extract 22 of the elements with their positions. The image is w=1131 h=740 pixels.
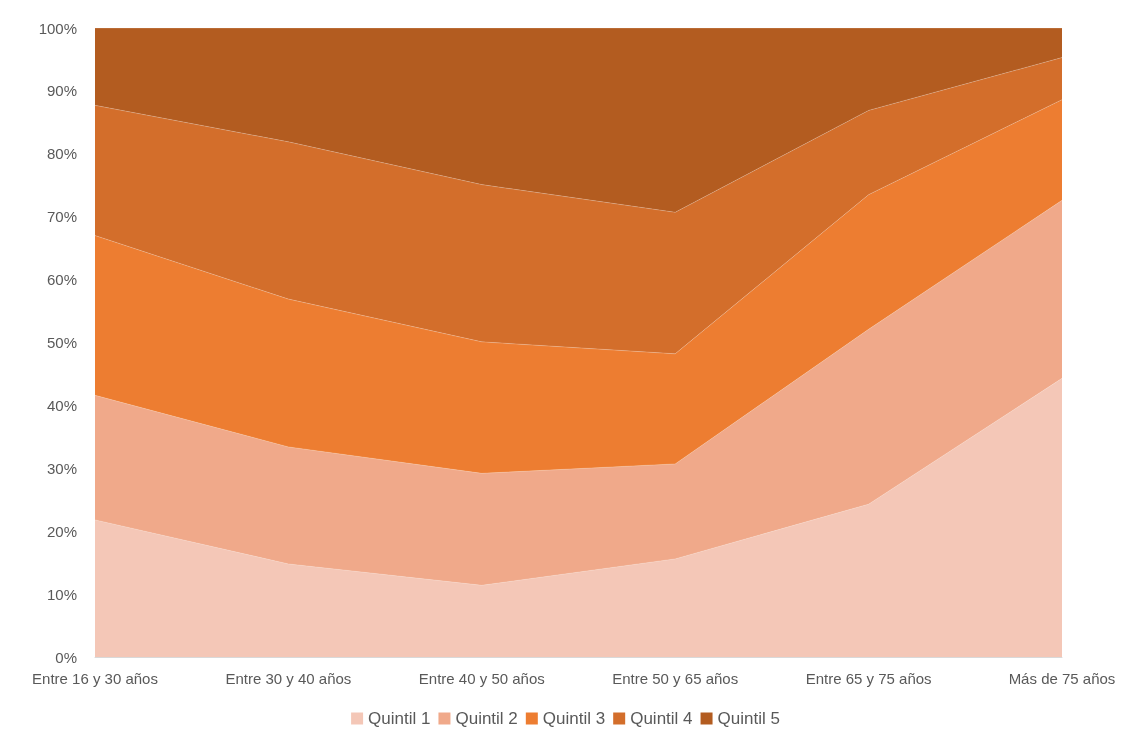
y-tick-label: 80% (46, 145, 77, 163)
legend-label: Quintil 3 (542, 709, 606, 728)
y-tick-label: 90% (46, 82, 77, 100)
legend-label: Quintil 4 (630, 709, 693, 728)
y-tick-label: 100% (38, 19, 77, 37)
y-tick-label: 70% (46, 208, 77, 226)
x-tick-label: Entre 50 y 65 años (612, 670, 739, 687)
y-tick-label: 40% (46, 396, 77, 414)
y-tick-label: 10% (46, 585, 77, 603)
x-tick-label: Más de 75 años (1008, 670, 1116, 687)
legend-label: Quintil 2 (455, 709, 518, 728)
y-tick-label: 0% (55, 648, 77, 666)
y-tick-label: 30% (46, 459, 77, 477)
y-tick-label: 60% (46, 271, 77, 289)
x-tick-label: Entre 16 y 30 años (32, 670, 158, 687)
x-tick-label: Entre 65 y 75 años (805, 670, 932, 687)
x-tick-label: Entre 40 y 50 años (418, 670, 545, 687)
y-tick-label: 20% (46, 522, 77, 540)
legend-label: Quintil 5 (717, 709, 780, 728)
legend-label: Quintil 1 (368, 709, 431, 728)
x-tick-label: Entre 30 y 40 años (225, 670, 352, 687)
y-tick-label: 50% (46, 334, 77, 351)
